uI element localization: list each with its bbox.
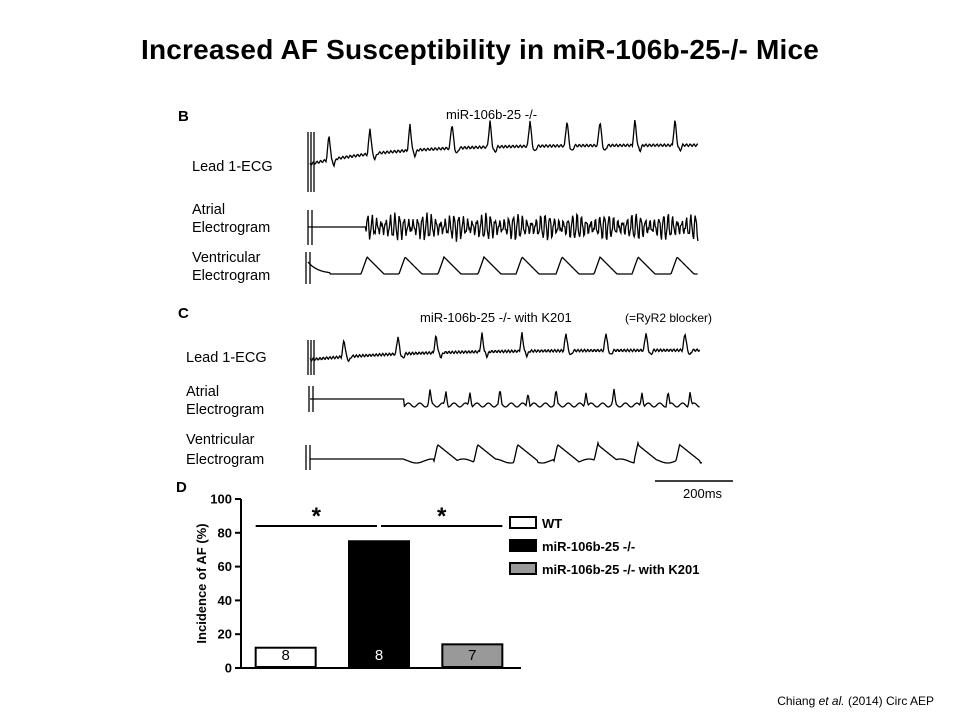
panel-c-traces <box>305 332 703 470</box>
panel-c-atrial-label-1: Atrial <box>186 384 219 400</box>
citation-year: (2014) <box>847 694 883 708</box>
y-tick-label: 20 <box>218 627 232 642</box>
citation-author: Chiang <box>777 694 816 708</box>
significance-star: * <box>312 503 322 530</box>
bar-0 <box>254 646 317 668</box>
panel-c-ventricular-trace <box>310 440 703 464</box>
bar-n-label: 8 <box>281 647 289 664</box>
panel-b-ventricular-label-2: Electrogram <box>192 268 270 284</box>
panel-c-ventricular-label-2: Electrogram <box>186 452 264 468</box>
panel-c-ecg-trace <box>309 332 701 363</box>
y-tick-label: 80 <box>218 525 232 540</box>
citation: Chiang et al. (2014) Circ AEP <box>777 694 934 708</box>
panel-b-letter: B <box>178 108 189 125</box>
af-incidence-chart: 0 20 40 60 80 100 Incidence of AF (%) 8 8 7 * * <box>194 492 521 676</box>
panel-c-atrial-label-2: Electrogram <box>186 402 264 418</box>
bar-n-label: 8 <box>375 647 383 664</box>
scale-bar-label: 200ms <box>683 486 723 501</box>
bar-2 <box>441 643 504 669</box>
bar-1 <box>348 540 410 668</box>
panel-c-header: miR-106b-25 -/- with K201 <box>420 310 572 325</box>
bar-n-label: 7 <box>468 647 476 664</box>
panel-b-ventricular-label-1: Ventricular <box>192 250 261 266</box>
panel-d-letter: D <box>176 479 187 496</box>
panel-b-header: miR-106b-25 -/- <box>446 107 537 122</box>
legend-entry: WT <box>542 516 562 531</box>
y-tick-label: 40 <box>218 593 232 608</box>
y-tick-label: 100 <box>210 492 232 507</box>
legend-swatch <box>509 516 537 529</box>
panel-b-atrial-label-1: Atrial <box>192 202 225 218</box>
y-tick-label: 0 <box>225 661 232 676</box>
panel-b-atrial-label-2: Electrogram <box>192 220 270 236</box>
significance-star: * <box>437 503 447 530</box>
legend-entry: miR-106b-25 -/- <box>542 539 635 554</box>
panel-b-ecg-trace <box>309 119 698 168</box>
citation-journal: Circ AEP <box>885 694 934 708</box>
panel-c-lead1-label: Lead 1-ECG <box>186 350 267 366</box>
chart-legend: WT miR-106b-25 -/- miR-106b-25 -/- with K2… <box>509 516 700 577</box>
panel-c-ventricular-label-1: Ventricular <box>186 432 255 448</box>
legend-swatch <box>509 562 537 575</box>
panel-b-atrial-trace <box>308 212 699 242</box>
legend-swatch <box>509 539 537 552</box>
panel-b-ventricular-trace <box>307 255 698 275</box>
y-tick-label: 60 <box>218 559 232 574</box>
panel-b-traces <box>305 119 699 284</box>
legend-entry: miR-106b-25 -/- with K201 <box>542 562 700 577</box>
panel-b-lead1-label: Lead 1-ECG <box>192 159 273 175</box>
panel-c-note: (=RyR2 blocker) <box>625 311 712 325</box>
citation-etal: et al. <box>818 694 845 708</box>
y-axis-label: Incidence of AF (%) <box>194 523 209 643</box>
slide-title: Increased AF Susceptibility in miR-106b-… <box>140 34 820 65</box>
panel-c-letter: C <box>178 305 189 322</box>
panel-c-atrial-trace <box>310 388 700 408</box>
